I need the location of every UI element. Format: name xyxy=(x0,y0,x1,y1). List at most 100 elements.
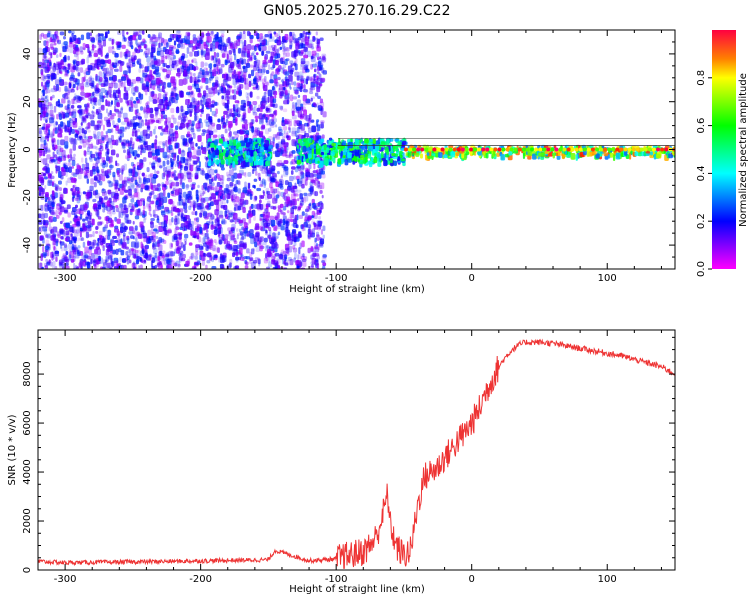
spectrogram-cell xyxy=(248,217,252,224)
spectrogram-cell xyxy=(151,184,154,191)
spectrogram-cell xyxy=(167,229,172,234)
spectrogram-cell xyxy=(302,89,308,93)
spectrogram-cell xyxy=(52,51,57,56)
spectrogram-cell xyxy=(50,131,54,139)
spectrogram-cell xyxy=(128,35,133,41)
spectrogram-cell xyxy=(174,92,178,97)
spectrogram-cell xyxy=(173,117,177,124)
spectrogram-cell xyxy=(160,114,164,120)
spectrogram-cell xyxy=(61,258,65,264)
spectrogram-cell xyxy=(185,116,189,122)
spectrogram-cell xyxy=(38,205,42,212)
spectrogram-cell xyxy=(112,235,117,240)
spectrogram-cell xyxy=(267,45,273,51)
spectrogram-cell xyxy=(60,60,65,66)
spectrogram-cell xyxy=(157,34,161,40)
spectrogram-cell xyxy=(171,114,175,120)
spectrogram-cell xyxy=(266,108,271,113)
spectrogram-cell xyxy=(242,243,247,250)
spectrogram-cell xyxy=(289,161,293,165)
spectrogram-cell xyxy=(292,185,298,189)
spectrogram-cell xyxy=(168,199,173,205)
spectrogram-cell xyxy=(92,106,95,110)
spectrogram-cell xyxy=(229,258,233,265)
spectrogram-cell xyxy=(241,33,246,40)
spectrogram-cell xyxy=(103,75,108,80)
spectrogram-cell xyxy=(166,117,171,123)
spectrogram-cell xyxy=(140,230,145,234)
spectrogram-cell xyxy=(100,59,105,65)
spectrogram-cell xyxy=(76,164,81,170)
spectrogram-cell xyxy=(81,255,86,262)
spectrogram-cell xyxy=(193,160,198,165)
spectrogram-cell xyxy=(206,71,209,76)
spectrogram-cell xyxy=(105,54,108,58)
spectrogram-cell xyxy=(304,194,309,202)
spectrogram-cell xyxy=(105,32,108,39)
spectrogram-cell xyxy=(208,116,213,123)
spectrogram-cell xyxy=(160,211,166,216)
spectrogram-cell xyxy=(87,234,93,238)
spectrogram-cell xyxy=(289,60,294,65)
spectrogram-cell xyxy=(170,76,176,84)
spectrogram-cell xyxy=(214,226,218,231)
spectrogram-cell xyxy=(49,61,52,67)
spectrogram-cell xyxy=(265,69,270,75)
spectrogram-cell xyxy=(126,139,130,144)
spectrogram-cell xyxy=(145,81,150,88)
spectrogram-cell xyxy=(180,150,186,157)
spectrogram-cell xyxy=(49,117,54,124)
spectrogram-cell xyxy=(161,221,164,229)
spectrogram-cell xyxy=(265,266,270,269)
spectrogram-cell xyxy=(75,95,80,100)
spectrogram-cell xyxy=(209,63,213,69)
spectrogram-cell xyxy=(268,256,271,263)
spectrogram-cell xyxy=(265,81,270,86)
spectrogram-cell xyxy=(39,34,43,40)
spectrogram-cell xyxy=(168,99,173,105)
spectrogram-cell xyxy=(189,104,193,109)
spectrogram-cell xyxy=(211,110,217,116)
spectrogram-cell xyxy=(94,248,98,255)
spectrogram-cell xyxy=(72,121,78,128)
spectrogram-cell xyxy=(93,134,98,140)
spectrogram-cell xyxy=(92,163,96,168)
spectrogram-cell xyxy=(207,129,212,135)
spectrogram-cell xyxy=(134,32,137,36)
spectrogram-cell xyxy=(238,256,242,261)
spectrogram-cell xyxy=(175,226,180,231)
spectrogram-cell xyxy=(115,41,120,46)
spectrogram-cell xyxy=(135,115,139,119)
spectrogram-cell xyxy=(187,198,191,204)
spectrogram-cell xyxy=(308,39,313,44)
spectrogram-cell xyxy=(40,158,43,163)
spectrogram-cell xyxy=(289,175,294,182)
spectrogram-cell xyxy=(154,126,157,130)
spectrogram-cell xyxy=(99,149,102,155)
spectrogram-cell xyxy=(54,79,60,86)
spectrogram-cell xyxy=(179,212,184,217)
spectrogram-cell xyxy=(144,53,148,58)
spectrogram-cell xyxy=(282,250,287,255)
spectrogram-cell xyxy=(303,64,309,71)
spectrogram-cell xyxy=(108,46,113,54)
spectrogram-cell xyxy=(179,252,182,256)
spectrogram-cell xyxy=(54,127,58,135)
spectrogram-cell xyxy=(241,218,246,224)
spectrogram-cell xyxy=(151,64,156,70)
spectrogram-cell xyxy=(258,177,261,181)
spectrogram-cell xyxy=(267,96,270,103)
spectrogram-cell xyxy=(317,95,321,100)
spectrogram-cell xyxy=(130,161,135,167)
spectrogram-cell xyxy=(51,94,55,99)
spectrogram-cell xyxy=(42,226,48,232)
spectrogram-cell xyxy=(186,126,192,131)
spectrogram-cell xyxy=(237,180,241,186)
spectrogram-cell xyxy=(235,104,239,110)
spectrogram-cell xyxy=(69,153,73,161)
spectrogram-cell xyxy=(245,92,248,98)
spectrogram-cell xyxy=(113,257,119,264)
spectrogram-cell xyxy=(184,241,187,246)
spectrogram-cell xyxy=(83,204,88,210)
